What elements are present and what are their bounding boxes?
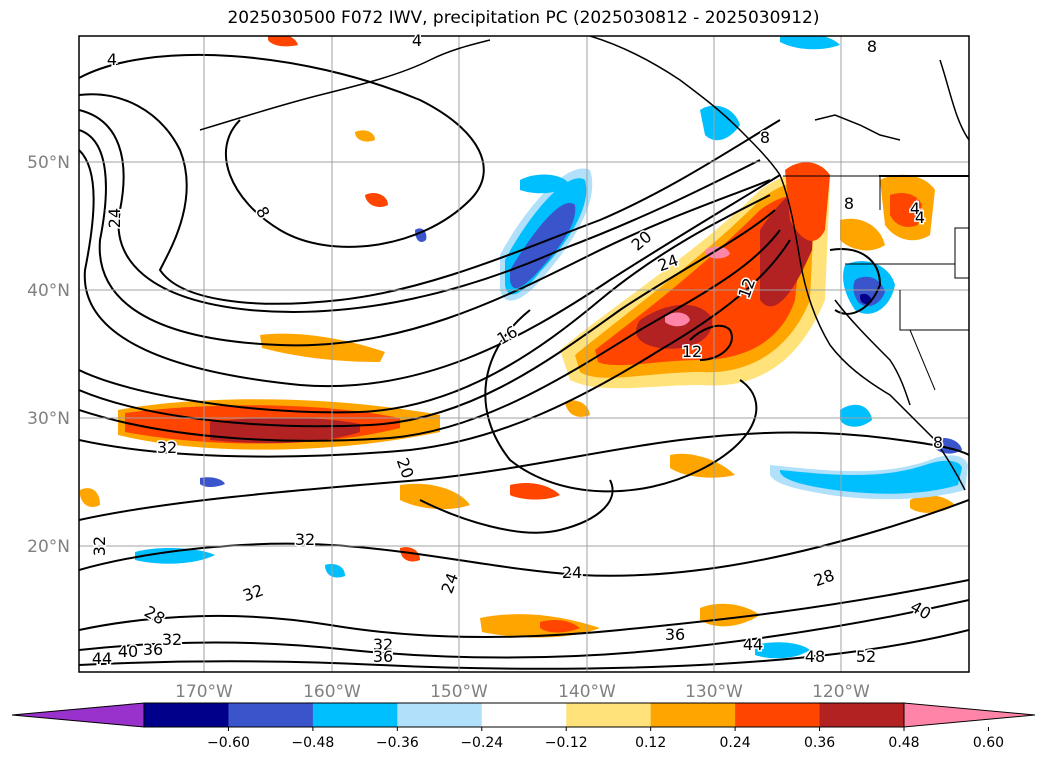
contour-label: 24 bbox=[562, 563, 582, 582]
borders bbox=[783, 175, 969, 391]
contour-label: 32 bbox=[90, 536, 109, 556]
colorbar-tick-label: −0.36 bbox=[376, 735, 419, 751]
colorbar-extend-high bbox=[903, 702, 1036, 728]
precip-shading-positive bbox=[80, 36, 955, 638]
contour-label: 44 bbox=[743, 635, 763, 654]
contour-label: 4 bbox=[107, 50, 117, 69]
contour-label: 8 bbox=[844, 194, 854, 213]
contour-label: 8 bbox=[933, 433, 943, 452]
lon-label: 120°W bbox=[812, 682, 870, 702]
longitude-labels: 170°W 160°W 150°W 140°W 130°W 120°W bbox=[175, 682, 870, 702]
map-frame bbox=[78, 35, 970, 673]
contour-label: 36 bbox=[143, 640, 163, 659]
colorbar-tick-label: 0.12 bbox=[635, 735, 666, 751]
colorbar-tick-label: 0.24 bbox=[720, 735, 751, 751]
colorbar-tick-label: −0.24 bbox=[460, 735, 503, 751]
contour-label: 48 bbox=[805, 647, 825, 666]
colorbar-tick-label: 0.48 bbox=[888, 735, 919, 751]
latitude-labels: 50°N 40°N 30°N 20°N bbox=[27, 153, 70, 557]
colorbar-segment bbox=[144, 703, 229, 727]
colorbar-segment bbox=[228, 703, 314, 727]
colorbar-segment bbox=[397, 703, 483, 727]
contour-label: 32 bbox=[162, 630, 182, 649]
contour-label: 36 bbox=[665, 625, 685, 644]
coastlines bbox=[199, 36, 969, 491]
contour-label: 4 bbox=[910, 199, 920, 218]
colorbar-frame bbox=[143, 702, 905, 728]
colorbar-tick-label: 0.60 bbox=[973, 735, 1004, 751]
contour-label: 36 bbox=[373, 647, 393, 666]
graticule bbox=[79, 36, 969, 672]
lon-label: 160°W bbox=[303, 682, 361, 702]
contour-label: 8 bbox=[867, 37, 877, 56]
lon-label: 170°W bbox=[175, 682, 233, 702]
lon-label: 150°W bbox=[430, 682, 488, 702]
lon-label: 140°W bbox=[558, 682, 616, 702]
colorbar-segment bbox=[566, 703, 652, 727]
colorbar-segment bbox=[650, 703, 736, 727]
contour-label: 8 bbox=[760, 128, 770, 147]
lon-label: 130°W bbox=[685, 682, 743, 702]
contour-label: 40 bbox=[118, 642, 138, 661]
iwv-contours bbox=[79, 53, 969, 670]
map-title: 2025030500 F072 IWV, precipitation PC (2… bbox=[227, 8, 820, 28]
colorbar: −0.60 −0.48 −0.36 −0.24 −0.12 0.12 0.24 0.36 0.4… bbox=[11, 702, 1036, 751]
contour-label: 32 bbox=[295, 530, 315, 549]
contour-label: 32 bbox=[157, 438, 177, 457]
colorbar-segment bbox=[312, 703, 398, 727]
lat-label: 20°N bbox=[27, 537, 70, 557]
contour-label: 24 bbox=[105, 208, 124, 228]
contour-label: 4 bbox=[915, 208, 925, 227]
colorbar-segment bbox=[819, 703, 905, 727]
colorbar-tick-label: 0.36 bbox=[804, 735, 835, 751]
colorbar-extend-low bbox=[11, 702, 145, 728]
lat-label: 50°N bbox=[27, 153, 70, 173]
colorbar-segment bbox=[481, 703, 567, 727]
colorbar-segment bbox=[735, 703, 821, 727]
lat-label: 40°N bbox=[27, 281, 70, 301]
precip-shading-negative bbox=[135, 36, 968, 659]
contour-label: 4 bbox=[412, 31, 422, 50]
colorbar-tick-label: −0.48 bbox=[291, 735, 334, 751]
lat-label: 30°N bbox=[27, 409, 70, 429]
contour-label: 52 bbox=[856, 647, 876, 666]
contour-label: 44 bbox=[92, 649, 112, 668]
colorbar-tick-label: −0.12 bbox=[545, 735, 588, 751]
plot-area bbox=[79, 36, 969, 672]
contour-label: 12 bbox=[682, 342, 702, 361]
colorbar-tick-label: −0.60 bbox=[207, 735, 250, 751]
contour-label: 32 bbox=[373, 635, 393, 654]
